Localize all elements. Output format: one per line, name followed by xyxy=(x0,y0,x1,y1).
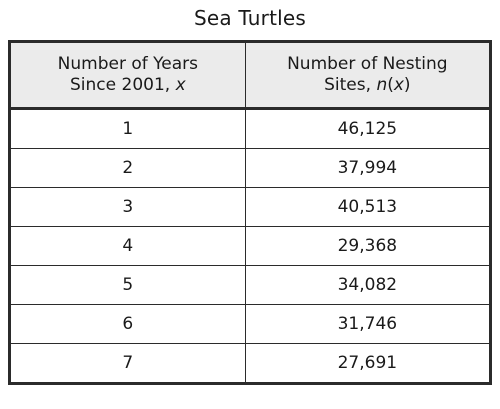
table-row: 3 40,513 xyxy=(9,187,492,227)
header-years-line2: Since 2001, x xyxy=(70,75,186,95)
header-years-line1: Number of Years xyxy=(57,54,199,74)
nesting-sites-cell: 31,746 xyxy=(244,304,492,344)
years-cell: 3 xyxy=(9,187,246,227)
table-row: 7 27,691 xyxy=(9,343,492,384)
header-row: Number of Years Since 2001, x Number of … xyxy=(9,41,492,110)
nesting-sites-cell: 34,082 xyxy=(244,265,492,305)
header-nesting-line1: Number of Nesting xyxy=(287,54,448,74)
years-cell: 4 xyxy=(9,226,246,266)
nesting-sites-cell: 46,125 xyxy=(244,108,492,149)
years-cell: 5 xyxy=(9,265,246,305)
table-row: 4 29,368 xyxy=(9,226,492,266)
header-nesting-sites: Number of Nesting Sites, n(x) xyxy=(244,41,492,110)
table-row: 2 37,994 xyxy=(9,148,492,188)
table-row: 5 34,082 xyxy=(9,265,492,305)
years-cell: 7 xyxy=(9,343,246,384)
nesting-sites-cell: 29,368 xyxy=(244,226,492,266)
nesting-sites-cell: 37,994 xyxy=(244,148,492,188)
years-cell: 1 xyxy=(9,108,246,149)
nesting-sites-cell: 27,691 xyxy=(244,343,492,384)
years-cell: 2 xyxy=(9,148,246,188)
table-title: Sea Turtles xyxy=(193,6,306,30)
table-row: 6 31,746 xyxy=(9,304,492,344)
table-row: 1 46,125 xyxy=(9,108,492,149)
header-nesting-line2: Sites, n(x) xyxy=(324,75,411,95)
sea-turtles-table: Number of Years Since 2001, x Number of … xyxy=(8,40,492,385)
nesting-sites-cell: 40,513 xyxy=(244,187,492,227)
header-years: Number of Years Since 2001, x xyxy=(9,41,246,110)
years-cell: 6 xyxy=(9,304,246,344)
